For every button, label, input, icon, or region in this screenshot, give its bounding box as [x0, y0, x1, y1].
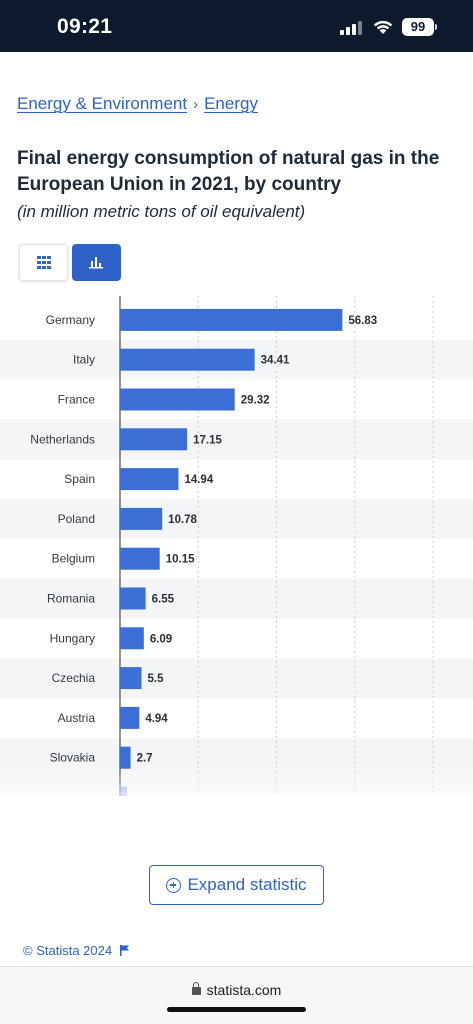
value-label: 5.5 [148, 673, 165, 685]
row-band [0, 499, 473, 539]
chart-fade-overlay [0, 770, 473, 850]
category-label: Austria [58, 711, 96, 725]
category-label: Germany [46, 313, 95, 327]
category-label: Belgium [52, 552, 95, 566]
bar[interactable] [120, 746, 131, 769]
status-bar: 09:21 99 [0, 0, 473, 52]
bar[interactable] [120, 587, 146, 610]
plus-circle-icon [166, 877, 182, 893]
status-time: 09:21 [57, 15, 113, 38]
bar[interactable] [120, 547, 160, 570]
bar-chart: Germany 56.83 Italy 34.41 France 29.32 Netherl… [0, 296, 473, 796]
category-label: France [58, 393, 96, 407]
bar-chart-icon [89, 257, 103, 269]
expand-statistic-button[interactable]: Expand statistic [149, 865, 324, 905]
value-label: 29.32 [241, 395, 270, 407]
category-label: Romania [47, 592, 95, 606]
category-label: Czechia [52, 671, 96, 685]
bar[interactable] [120, 308, 343, 331]
category-label: Spain [64, 472, 95, 486]
url-text: statista.com [206, 982, 282, 998]
row-band [0, 419, 473, 460]
value-label: 2.7 [137, 753, 153, 765]
value-label: 6.09 [150, 633, 172, 645]
value-label: 10.15 [166, 554, 195, 566]
copyright[interactable]: © Statista 2024 [23, 943, 130, 958]
bar[interactable] [120, 348, 255, 371]
browser-url-bar[interactable]: statista.com [0, 966, 473, 1024]
bar[interactable] [120, 507, 163, 530]
category-label: Slovakia [50, 751, 96, 765]
row-band [0, 658, 473, 698]
chart-subtitle: (in million metric tons of oil equivalen… [17, 202, 306, 221]
grid-icon [37, 256, 51, 269]
flag-icon [120, 945, 130, 956]
value-label: 14.94 [184, 474, 213, 486]
category-label: Poland [58, 512, 95, 526]
value-label: 6.55 [152, 594, 175, 606]
lock-icon [191, 982, 201, 995]
expand-statistic-label: Expand statistic [187, 875, 307, 894]
breadcrumb-link-energy-environment[interactable]: Energy & Environment [17, 94, 188, 113]
copyright-text: © Statista 2024 [23, 943, 113, 958]
breadcrumb-separator: › [193, 96, 199, 113]
value-label: 17.15 [193, 434, 222, 446]
bar[interactable] [120, 428, 188, 451]
category-label: Hungary [50, 631, 95, 645]
bar[interactable] [120, 667, 142, 690]
value-label: 56.83 [348, 315, 377, 327]
value-label: 4.94 [145, 713, 168, 725]
wifi-icon [373, 20, 393, 34]
home-indicator [167, 1007, 306, 1012]
battery-icon: 99 [402, 18, 434, 36]
battery-tip [435, 24, 437, 30]
bar[interactable] [120, 388, 235, 411]
bar[interactable] [120, 706, 140, 729]
chart-title: Final energy consumption of natural gas … [17, 148, 440, 195]
url-display: statista.com [0, 982, 473, 998]
value-label: 34.41 [261, 355, 290, 367]
table-view-button[interactable] [19, 244, 68, 281]
breadcrumb-link-energy[interactable]: Energy [204, 94, 258, 113]
row-band [0, 578, 473, 619]
category-label: Italy [73, 353, 95, 367]
chart-view-button[interactable] [72, 244, 121, 281]
value-label: 10.78 [168, 514, 197, 526]
breadcrumb: Energy & Environment › Energy [17, 94, 258, 114]
bar[interactable] [120, 627, 144, 650]
signal-icon [340, 21, 362, 35]
bar[interactable] [120, 468, 179, 491]
category-label: Netherlands [30, 432, 95, 446]
